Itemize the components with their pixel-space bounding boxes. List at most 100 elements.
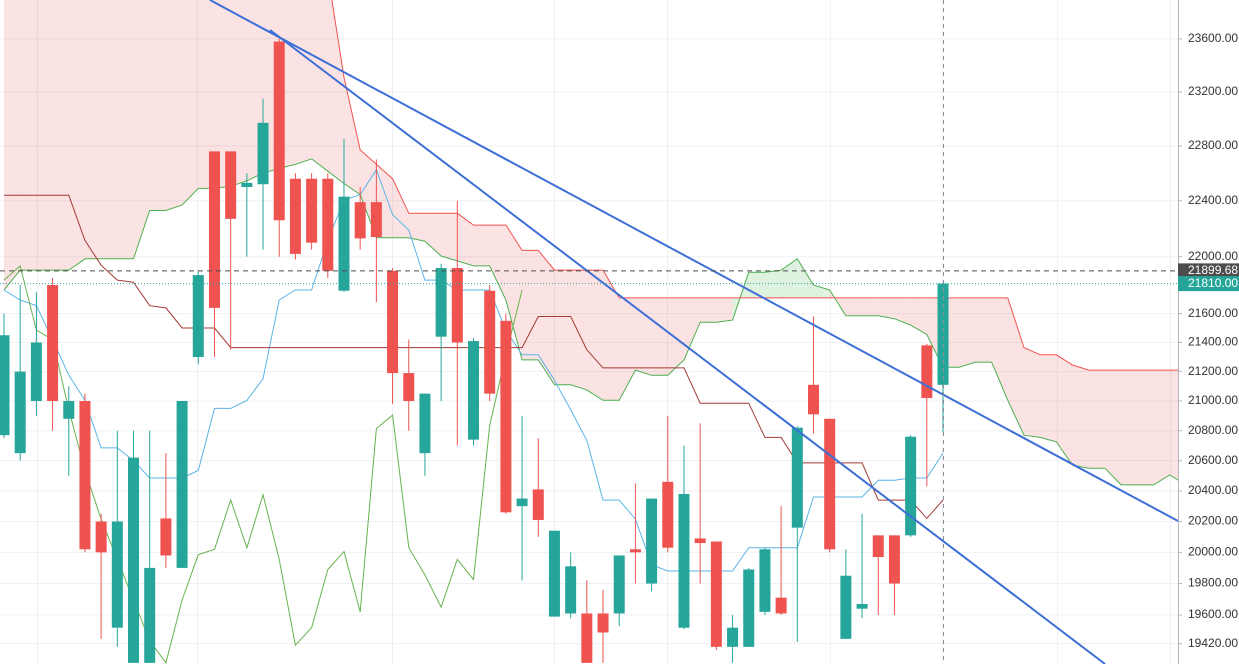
cloud-fill [619,297,636,401]
candle-body [79,401,91,550]
candle-body [387,270,399,374]
candle-body [646,498,658,584]
cloud-fill [327,0,344,184]
cloud-fill [133,0,150,259]
cloud-fill [813,285,830,298]
candle-body [678,493,690,628]
cloud-fill [165,0,183,211]
axis-background [1178,0,1239,664]
cloud-fill [894,297,911,326]
cloud-fill [392,178,409,238]
cloud-fill [764,270,782,298]
candle-body [840,575,852,639]
cloud-fill [1153,370,1170,485]
y-tick-label: 21600.00 [1188,306,1238,320]
trend-line [209,0,1178,522]
y-tick-label: 22800.00 [1188,138,1238,152]
cloud-fill [878,297,895,319]
trend-line [269,29,1106,664]
candle-body [710,541,722,647]
y-tick-label: 23200.00 [1188,84,1238,98]
candle-body [824,418,836,550]
cloud-fill [473,225,490,266]
cloud-fill [1007,297,1024,436]
candle-body [662,481,674,548]
cloud-fill [117,0,134,259]
candle-body [354,202,366,239]
cloud-fill [683,297,701,360]
cloud-fill [198,0,215,189]
cloud-fill [1040,354,1057,442]
candle-body [484,290,496,394]
y-tick-label: 21000.00 [1188,393,1238,407]
cloud-fill [845,297,863,316]
y-tick-label: 22400.00 [1188,193,1238,207]
candle-body [516,498,528,507]
y-tick-label: 23600.00 [1188,31,1238,45]
y-tick-label: 19420.00 [1188,636,1238,650]
cloud-fill [716,297,733,323]
candle-body [727,627,739,647]
cloud-fill [522,250,539,360]
candle-body [856,603,868,609]
candle-body [144,567,156,663]
candle-body [160,518,172,556]
price-tag-label: 21810.00 [1188,276,1238,290]
cloud-fill [959,297,976,368]
y-tick-label: 20200.00 [1188,514,1238,528]
candle-body [0,335,10,436]
cloud-fill [1169,370,1178,481]
cloud-fill [1023,347,1041,438]
cloud-fill [700,297,717,323]
indicator-line [3,168,944,572]
candle-body [808,384,819,415]
candle-body [888,535,900,584]
span-a-line [3,158,1178,486]
cloud-fill [343,77,361,195]
candle-body [370,202,382,238]
y-tick-label: 20000.00 [1188,545,1238,559]
cloud-fill [1072,365,1089,469]
y-tick-label: 19800.00 [1188,576,1238,590]
candle-body [47,285,59,402]
candle-body [241,182,253,187]
price-axis: 23600.00 23200.00 22800.00 22400.00 22000.00… [1178,0,1239,664]
cloud-fill [862,297,879,316]
cloud-fill [1104,370,1122,485]
cloud-fill [424,213,442,256]
cloud-fill [910,297,927,335]
cloud-fill [230,0,247,187]
y-tick-label: 20400.00 [1188,483,1238,497]
candle-body [192,275,204,358]
candle-body [63,401,75,419]
cloud-fill [797,258,814,298]
cloud-fill [182,0,199,205]
candle-body [111,521,123,628]
candle-body [306,178,318,243]
cloud-fill [20,0,37,271]
cloud-fill [149,0,166,211]
cloud-fill [1121,370,1138,485]
candle-body [694,538,706,544]
candle-body [95,521,107,553]
cloud-fill [295,0,312,165]
candle-body [273,41,285,221]
candle-body [532,489,544,520]
candle-body [937,283,949,385]
price-tag [1178,276,1239,292]
y-tick-label: 21400.00 [1188,335,1238,349]
y-tick-label: 20800.00 [1188,423,1238,437]
cloud-fill [457,213,474,266]
candle-body [581,613,593,663]
span-b-line [331,0,1178,371]
cloud-fill [441,213,458,261]
cloud-fill [214,0,231,189]
cloud-fill [311,0,328,172]
candle-body [419,393,431,454]
candle-body [338,196,350,291]
candle-body [791,427,803,528]
cloud-fill [554,270,571,385]
candle-body [128,457,140,663]
